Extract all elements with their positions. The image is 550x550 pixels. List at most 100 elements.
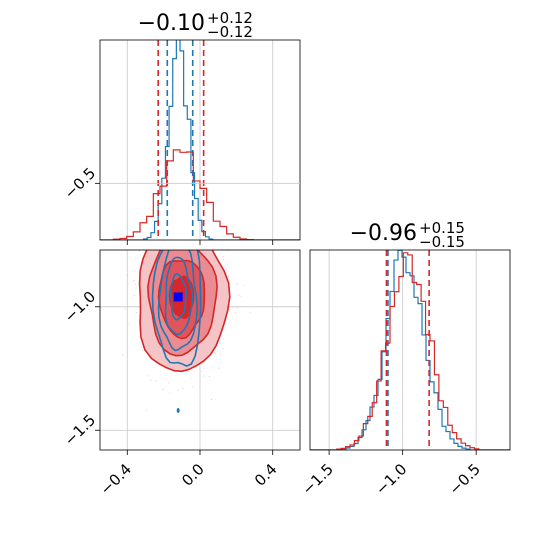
sample-point — [187, 233, 188, 234]
sample-point — [189, 377, 192, 379]
sample-point — [182, 247, 183, 248]
sample-point — [234, 312, 237, 314]
sample-point — [181, 208, 182, 209]
sample-point — [210, 398, 213, 401]
sample-point — [139, 250, 141, 252]
sample-point — [132, 280, 134, 282]
sample-point — [199, 246, 200, 247]
title-upper-error-param2: +0.15 — [419, 219, 465, 237]
sample-point — [203, 375, 205, 377]
sample-point — [172, 233, 173, 234]
sample-point — [133, 294, 135, 296]
sample-point — [168, 382, 170, 384]
sample-point — [137, 257, 139, 259]
sample-point — [232, 307, 234, 309]
sample-point — [184, 236, 185, 237]
sample-point — [169, 247, 170, 248]
sample-point — [135, 287, 137, 289]
sample-point — [225, 267, 227, 269]
sample-point — [173, 178, 174, 179]
sample-point — [168, 219, 169, 220]
sample-point — [183, 237, 184, 238]
sample-point — [145, 409, 147, 412]
hist-series-param2 — [310, 250, 510, 450]
blue-contour-level-0 — [151, 250, 202, 367]
sample-point — [172, 211, 173, 212]
x-tick-label-param2-0: −1.5 — [298, 460, 336, 498]
sample-point — [182, 231, 183, 232]
hist-frame-param2 — [309, 249, 511, 451]
y-tick-label-contour-0: −1.5 — [61, 411, 99, 449]
sample-point — [204, 367, 206, 369]
x-tick-label-contour-1: 0.0 — [178, 460, 208, 490]
sample-point — [126, 207, 127, 208]
sample-point — [142, 350, 144, 352]
sample-point — [122, 354, 124, 356]
x-tick-label-param2-1: −1.0 — [372, 460, 410, 498]
sample-point — [191, 386, 193, 388]
title-main-param2: −0.96 — [350, 221, 417, 246]
sample-point — [163, 208, 164, 209]
sample-point — [181, 240, 182, 241]
grid-param2 — [328, 250, 477, 450]
x-tick-label-contour-0: −0.4 — [97, 460, 135, 498]
sample-point — [236, 284, 238, 286]
sample-point — [133, 271, 135, 273]
sample-point — [135, 258, 137, 260]
sample-point — [226, 272, 228, 274]
sample-point — [179, 191, 180, 192]
sample-point — [133, 279, 136, 281]
marker-square-0 — [173, 292, 183, 302]
x-tick-label-contour-2: 0.4 — [251, 460, 281, 490]
sample-point — [211, 367, 213, 369]
sample-point — [226, 215, 227, 216]
hist-panel-param1: −0.10 +0.12 −0.12 — [99, 9, 301, 245]
sample-point — [218, 367, 220, 369]
blue-outlier — [176, 407, 180, 413]
sample-point — [203, 248, 204, 249]
sample-point — [197, 243, 198, 244]
sample-point — [170, 245, 171, 246]
sample-point — [162, 388, 164, 390]
sample-point — [144, 248, 145, 249]
sample-point — [226, 261, 229, 263]
title-upper-error-param1: +0.12 — [207, 9, 253, 27]
sample-point — [177, 389, 179, 391]
x-ticks-param1 — [126, 240, 274, 245]
sample-point — [177, 242, 178, 243]
sample-point — [179, 244, 180, 245]
sample-point — [172, 237, 173, 238]
y-tick-label-contour-2: −0.5 — [61, 164, 99, 202]
sample-point — [182, 226, 183, 227]
sample-point — [155, 207, 156, 208]
sample-point — [187, 370, 189, 372]
sample-point — [195, 203, 196, 204]
hist-step-param2-1 — [310, 252, 510, 450]
grid-param1 — [126, 40, 274, 240]
sample-point — [150, 379, 152, 381]
sample-point — [176, 230, 177, 231]
sample-point — [184, 218, 185, 219]
sample-point — [222, 256, 224, 258]
sample-point — [183, 248, 184, 249]
hist-panel-param2: −1.5 −1.0 −0.5 −0.96 +0.15 −0.15 — [298, 219, 511, 499]
sample-point — [167, 246, 168, 247]
sample-point — [169, 225, 170, 226]
sample-point — [183, 224, 184, 225]
sample-point — [240, 295, 242, 298]
title-lower-error-param1: −0.12 — [207, 23, 253, 41]
y-tick-label-contour-1: −1.0 — [61, 288, 99, 326]
sample-point — [224, 265, 226, 267]
blue-contour-level-1 — [157, 250, 199, 352]
sample-point — [182, 388, 184, 390]
sample-point — [194, 245, 195, 246]
sample-point — [238, 294, 240, 297]
sample-point — [180, 233, 181, 234]
sample-point — [170, 245, 171, 246]
blue-contour-level-3 — [169, 273, 188, 321]
sample-point — [97, 255, 98, 256]
sample-point — [172, 248, 173, 249]
sample-point — [227, 275, 230, 277]
x-tick-label-param2-2: −0.5 — [446, 460, 484, 498]
sample-point — [179, 208, 180, 209]
